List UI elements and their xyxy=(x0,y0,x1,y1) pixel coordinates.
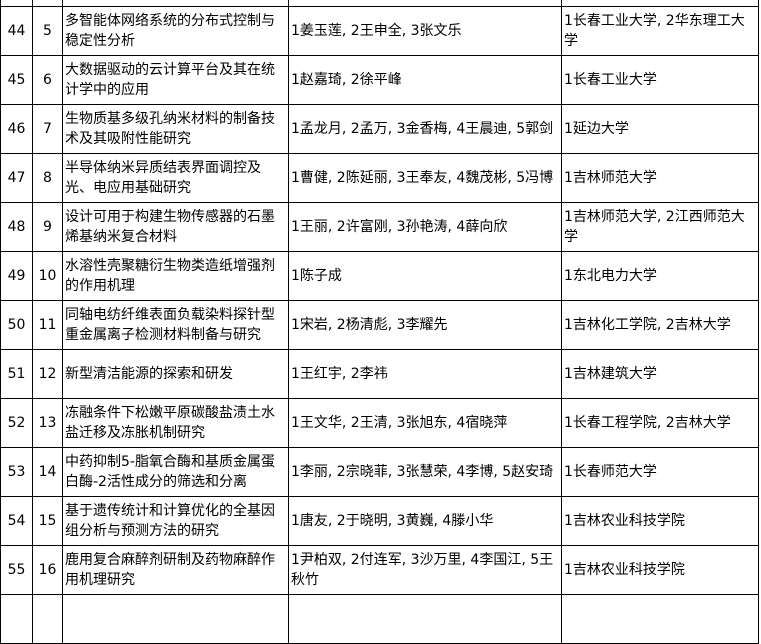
units-cell: 1长春工程学院, 2吉林大学 xyxy=(561,398,759,448)
table-row: 44 5 多智能体网络系统的分布式控制与稳定性分析 1姜玉莲, 2王申全, 3张文乐 1… xyxy=(0,6,759,56)
units-cell: 1延边大学 xyxy=(561,104,759,154)
row-number: 50 xyxy=(0,300,33,350)
empty-cell xyxy=(288,594,562,644)
row-number: 49 xyxy=(0,251,33,301)
units-cell: 1长春工业大学, 2华东理工大学 xyxy=(561,6,759,56)
row-number: 44 xyxy=(0,6,33,56)
authors-cell: 1唐友, 2于晓明, 3黄巍, 4滕小华 xyxy=(288,496,562,546)
project-title: 新型清洁能源的探索和研发 xyxy=(62,349,289,399)
table-row: 49 10 水溶性壳聚糖衍生物类造纸增强剂的作用机理 1陈子成 1东北电力大学 xyxy=(0,251,759,301)
sub-number: 9 xyxy=(32,202,63,252)
units-cell: 1东北电力大学 xyxy=(561,251,759,301)
project-title: 同轴电纺纤维表面负载染料探针型重金属离子检测材料制备与研究 xyxy=(62,300,289,350)
authors-cell: 1尹柏双, 2付连军, 3沙万里, 4李国江, 5王秋竹 xyxy=(288,545,562,595)
project-title: 基于遗传统计和计算优化的全基因组分析与预测方法的研究 xyxy=(62,496,289,546)
table-row: 47 8 半导体纳米异质结表界面调控及光、电应用基础研究 1曹健, 2陈延丽, 3王奉… xyxy=(0,153,759,203)
sub-number: 14 xyxy=(32,447,63,497)
authors-cell: 1姜玉莲, 2王申全, 3张文乐 xyxy=(288,6,562,56)
sub-number: 11 xyxy=(32,300,63,350)
authors-cell: 1宋岩, 2杨清彪, 3李耀先 xyxy=(288,300,562,350)
row-number: 46 xyxy=(0,104,33,154)
row-number: 45 xyxy=(0,55,33,105)
row-number: 54 xyxy=(0,496,33,546)
sub-number: 5 xyxy=(32,6,63,56)
authors-cell: 1孟龙月, 2孟万, 3金香梅, 4王晨迪, 5郭剑 xyxy=(288,104,562,154)
project-title: 生物质基多级孔纳米材料的制备技术及其吸附性能研究 xyxy=(62,104,289,154)
units-cell: 1吉林师范大学 xyxy=(561,153,759,203)
sub-number: 6 xyxy=(32,55,63,105)
project-title: 多智能体网络系统的分布式控制与稳定性分析 xyxy=(62,6,289,56)
empty-cell xyxy=(0,594,33,644)
row-number: 53 xyxy=(0,447,33,497)
table-row: 46 7 生物质基多级孔纳米材料的制备技术及其吸附性能研究 1孟龙月, 2孟万, 3金… xyxy=(0,104,759,154)
row-number: 51 xyxy=(0,349,33,399)
project-title: 鹿用复合麻醉剂研制及药物麻醉作用机理研究 xyxy=(62,545,289,595)
sub-number: 10 xyxy=(32,251,63,301)
units-cell: 1长春工业大学 xyxy=(561,55,759,105)
table-row: 48 9 设计可用于构建生物传感器的石墨烯基纳米复合材料 1王丽, 2许富刚, 3孙艳… xyxy=(0,202,759,252)
project-title: 半导体纳米异质结表界面调控及光、电应用基础研究 xyxy=(62,153,289,203)
table-row: 53 14 中药抑制5-脂氧合酶和基质金属蛋白酶-2活性成分的筛选和分离 1李丽, 2… xyxy=(0,447,759,497)
units-cell: 1长春师范大学 xyxy=(561,447,759,497)
units-cell: 1吉林化工学院, 2吉林大学 xyxy=(561,300,759,350)
sub-number: 7 xyxy=(32,104,63,154)
project-title: 水溶性壳聚糖衍生物类造纸增强剂的作用机理 xyxy=(62,251,289,301)
table-row: 50 11 同轴电纺纤维表面负载染料探针型重金属离子检测材料制备与研究 1宋岩, 2杨… xyxy=(0,300,759,350)
table-row: 54 15 基于遗传统计和计算优化的全基因组分析与预测方法的研究 1唐友, 2于晓明,… xyxy=(0,496,759,546)
units-cell: 1吉林农业科技学院 xyxy=(561,545,759,595)
project-title: 设计可用于构建生物传感器的石墨烯基纳米复合材料 xyxy=(62,202,289,252)
empty-cell xyxy=(62,594,289,644)
units-cell: 1吉林师范大学, 2江西师范大学 xyxy=(561,202,759,252)
units-cell: 1吉林建筑大学 xyxy=(561,349,759,399)
sub-number: 13 xyxy=(32,398,63,448)
authors-cell: 1王文华, 2王清, 3张旭东, 4宿晓萍 xyxy=(288,398,562,448)
table-row: 45 6 大数据驱动的云计算平台及其在统计学中的应用 1赵嘉琦, 2徐平峰 1长春工业大… xyxy=(0,55,759,105)
table-row: 55 16 鹿用复合麻醉剂研制及药物麻醉作用机理研究 1尹柏双, 2付连军, 3沙万里… xyxy=(0,545,759,595)
table-row xyxy=(0,594,759,644)
authors-cell: 1赵嘉琦, 2徐平峰 xyxy=(288,55,562,105)
sub-number: 16 xyxy=(32,545,63,595)
authors-cell: 1王红宇, 2李祎 xyxy=(288,349,562,399)
empty-cell xyxy=(32,594,63,644)
empty-cell xyxy=(561,594,759,644)
row-number: 52 xyxy=(0,398,33,448)
authors-cell: 1李丽, 2宗晓菲, 3张慧荣, 4李博, 5赵安琦 xyxy=(288,447,562,497)
project-title: 大数据驱动的云计算平台及其在统计学中的应用 xyxy=(62,55,289,105)
project-title: 中药抑制5-脂氧合酶和基质金属蛋白酶-2活性成分的筛选和分离 xyxy=(62,447,289,497)
table-row: 52 13 冻融条件下松嫩平原碳酸盐渍土水盐迁移及冻胀机制研究 1王文华, 2王清, … xyxy=(0,398,759,448)
units-cell: 1吉林农业科技学院 xyxy=(561,496,759,546)
sub-number: 15 xyxy=(32,496,63,546)
row-number: 47 xyxy=(0,153,33,203)
row-number: 55 xyxy=(0,545,33,595)
row-number: 48 xyxy=(0,202,33,252)
table-row: 51 12 新型清洁能源的探索和研发 1王红宇, 2李祎 1吉林建筑大学 xyxy=(0,349,759,399)
authors-cell: 1曹健, 2陈延丽, 3王奉友, 4魏茂彬, 5冯博 xyxy=(288,153,562,203)
authors-cell: 1陈子成 xyxy=(288,251,562,301)
project-title: 冻融条件下松嫩平原碳酸盐渍土水盐迁移及冻胀机制研究 xyxy=(62,398,289,448)
sub-number: 8 xyxy=(32,153,63,203)
sub-number: 12 xyxy=(32,349,63,399)
authors-cell: 1王丽, 2许富刚, 3孙艳涛, 4薛向欣 xyxy=(288,202,562,252)
